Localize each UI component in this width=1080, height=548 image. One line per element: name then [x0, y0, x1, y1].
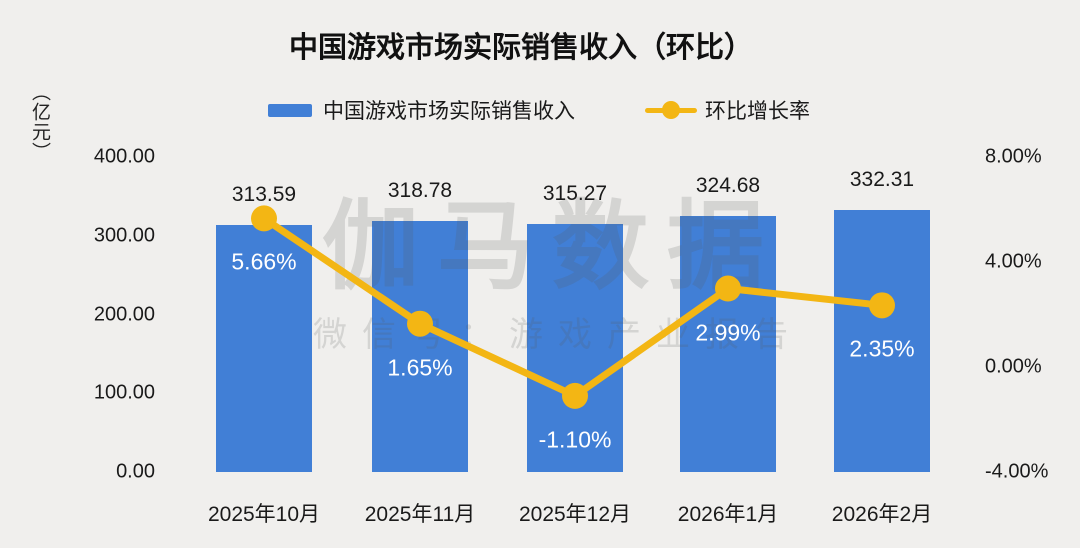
watermark-wechat: 微信号：游戏产业报告 — [313, 316, 803, 354]
y-axis-left-tick: 300.00 — [93, 224, 155, 247]
legend-bar-swatch-icon — [268, 103, 312, 117]
x-axis-category-label: 2025年10月 — [207, 503, 321, 526]
x-axis-category-label: 2025年12月 — [518, 503, 632, 526]
legend-line-marker-icon — [645, 101, 697, 119]
growth-rate-label: -1.10% — [538, 426, 612, 453]
y-axis-right-tick: 0.00% — [985, 355, 1042, 378]
bar-2025年12月 — [527, 223, 623, 472]
growth-rate-label: 5.66% — [231, 248, 297, 275]
line-point — [869, 292, 895, 319]
bar-value-label: 332.31 — [849, 168, 915, 192]
bar-value-label: 324.68 — [695, 174, 761, 198]
y-axis-right-tick: 4.00% — [985, 250, 1042, 273]
y-axis-right-tick: 8.00% — [985, 145, 1042, 168]
bar-value-label: 318.78 — [387, 178, 453, 202]
bar-2025年10月 — [216, 225, 312, 472]
bar-2025年11月 — [372, 220, 468, 472]
x-axis-category-label: 2026年1月 — [677, 503, 779, 526]
chart-title: 中国游戏市场实际销售收入（环比） — [288, 32, 754, 64]
y-axis-left-tick: 100.00 — [93, 381, 155, 404]
legend-line-dot-icon — [662, 101, 680, 119]
x-axis-category-label: 2026年2月 — [831, 503, 933, 526]
legend-line-label: 环比增长率 — [705, 100, 810, 123]
line-point — [407, 310, 433, 337]
watermark-brand: 伽马数据 — [322, 192, 782, 301]
line-point — [251, 205, 277, 232]
bar-value-label: 315.27 — [542, 181, 608, 205]
line-point — [562, 382, 588, 409]
y-axis-right-tick: -4.00% — [985, 460, 1049, 483]
growth-rate-polyline — [260, 214, 886, 400]
x-axis-category-label: 2025年11月 — [364, 503, 476, 526]
growth-rate-label: 2.35% — [849, 335, 915, 362]
bar-2026年2月 — [834, 210, 930, 472]
bar-value-label: 313.59 — [231, 183, 297, 207]
legend-bar-label: 中国游戏市场实际销售收入 — [323, 100, 575, 123]
line-point — [715, 275, 741, 302]
bar-2026年1月 — [680, 216, 776, 472]
growth-rate-label: 1.65% — [387, 354, 453, 381]
y-axis-left-tick: 0.00 — [116, 460, 155, 483]
y-axis-left-tick: 400.00 — [93, 145, 155, 168]
growth-rate-label: 2.99% — [695, 319, 761, 345]
left-axis-unit-label: （亿元） — [29, 82, 50, 162]
y-axis-left-tick: 200.00 — [93, 303, 155, 325]
legend: 中国游戏市场实际销售收入 环比增长率 — [268, 95, 810, 125]
